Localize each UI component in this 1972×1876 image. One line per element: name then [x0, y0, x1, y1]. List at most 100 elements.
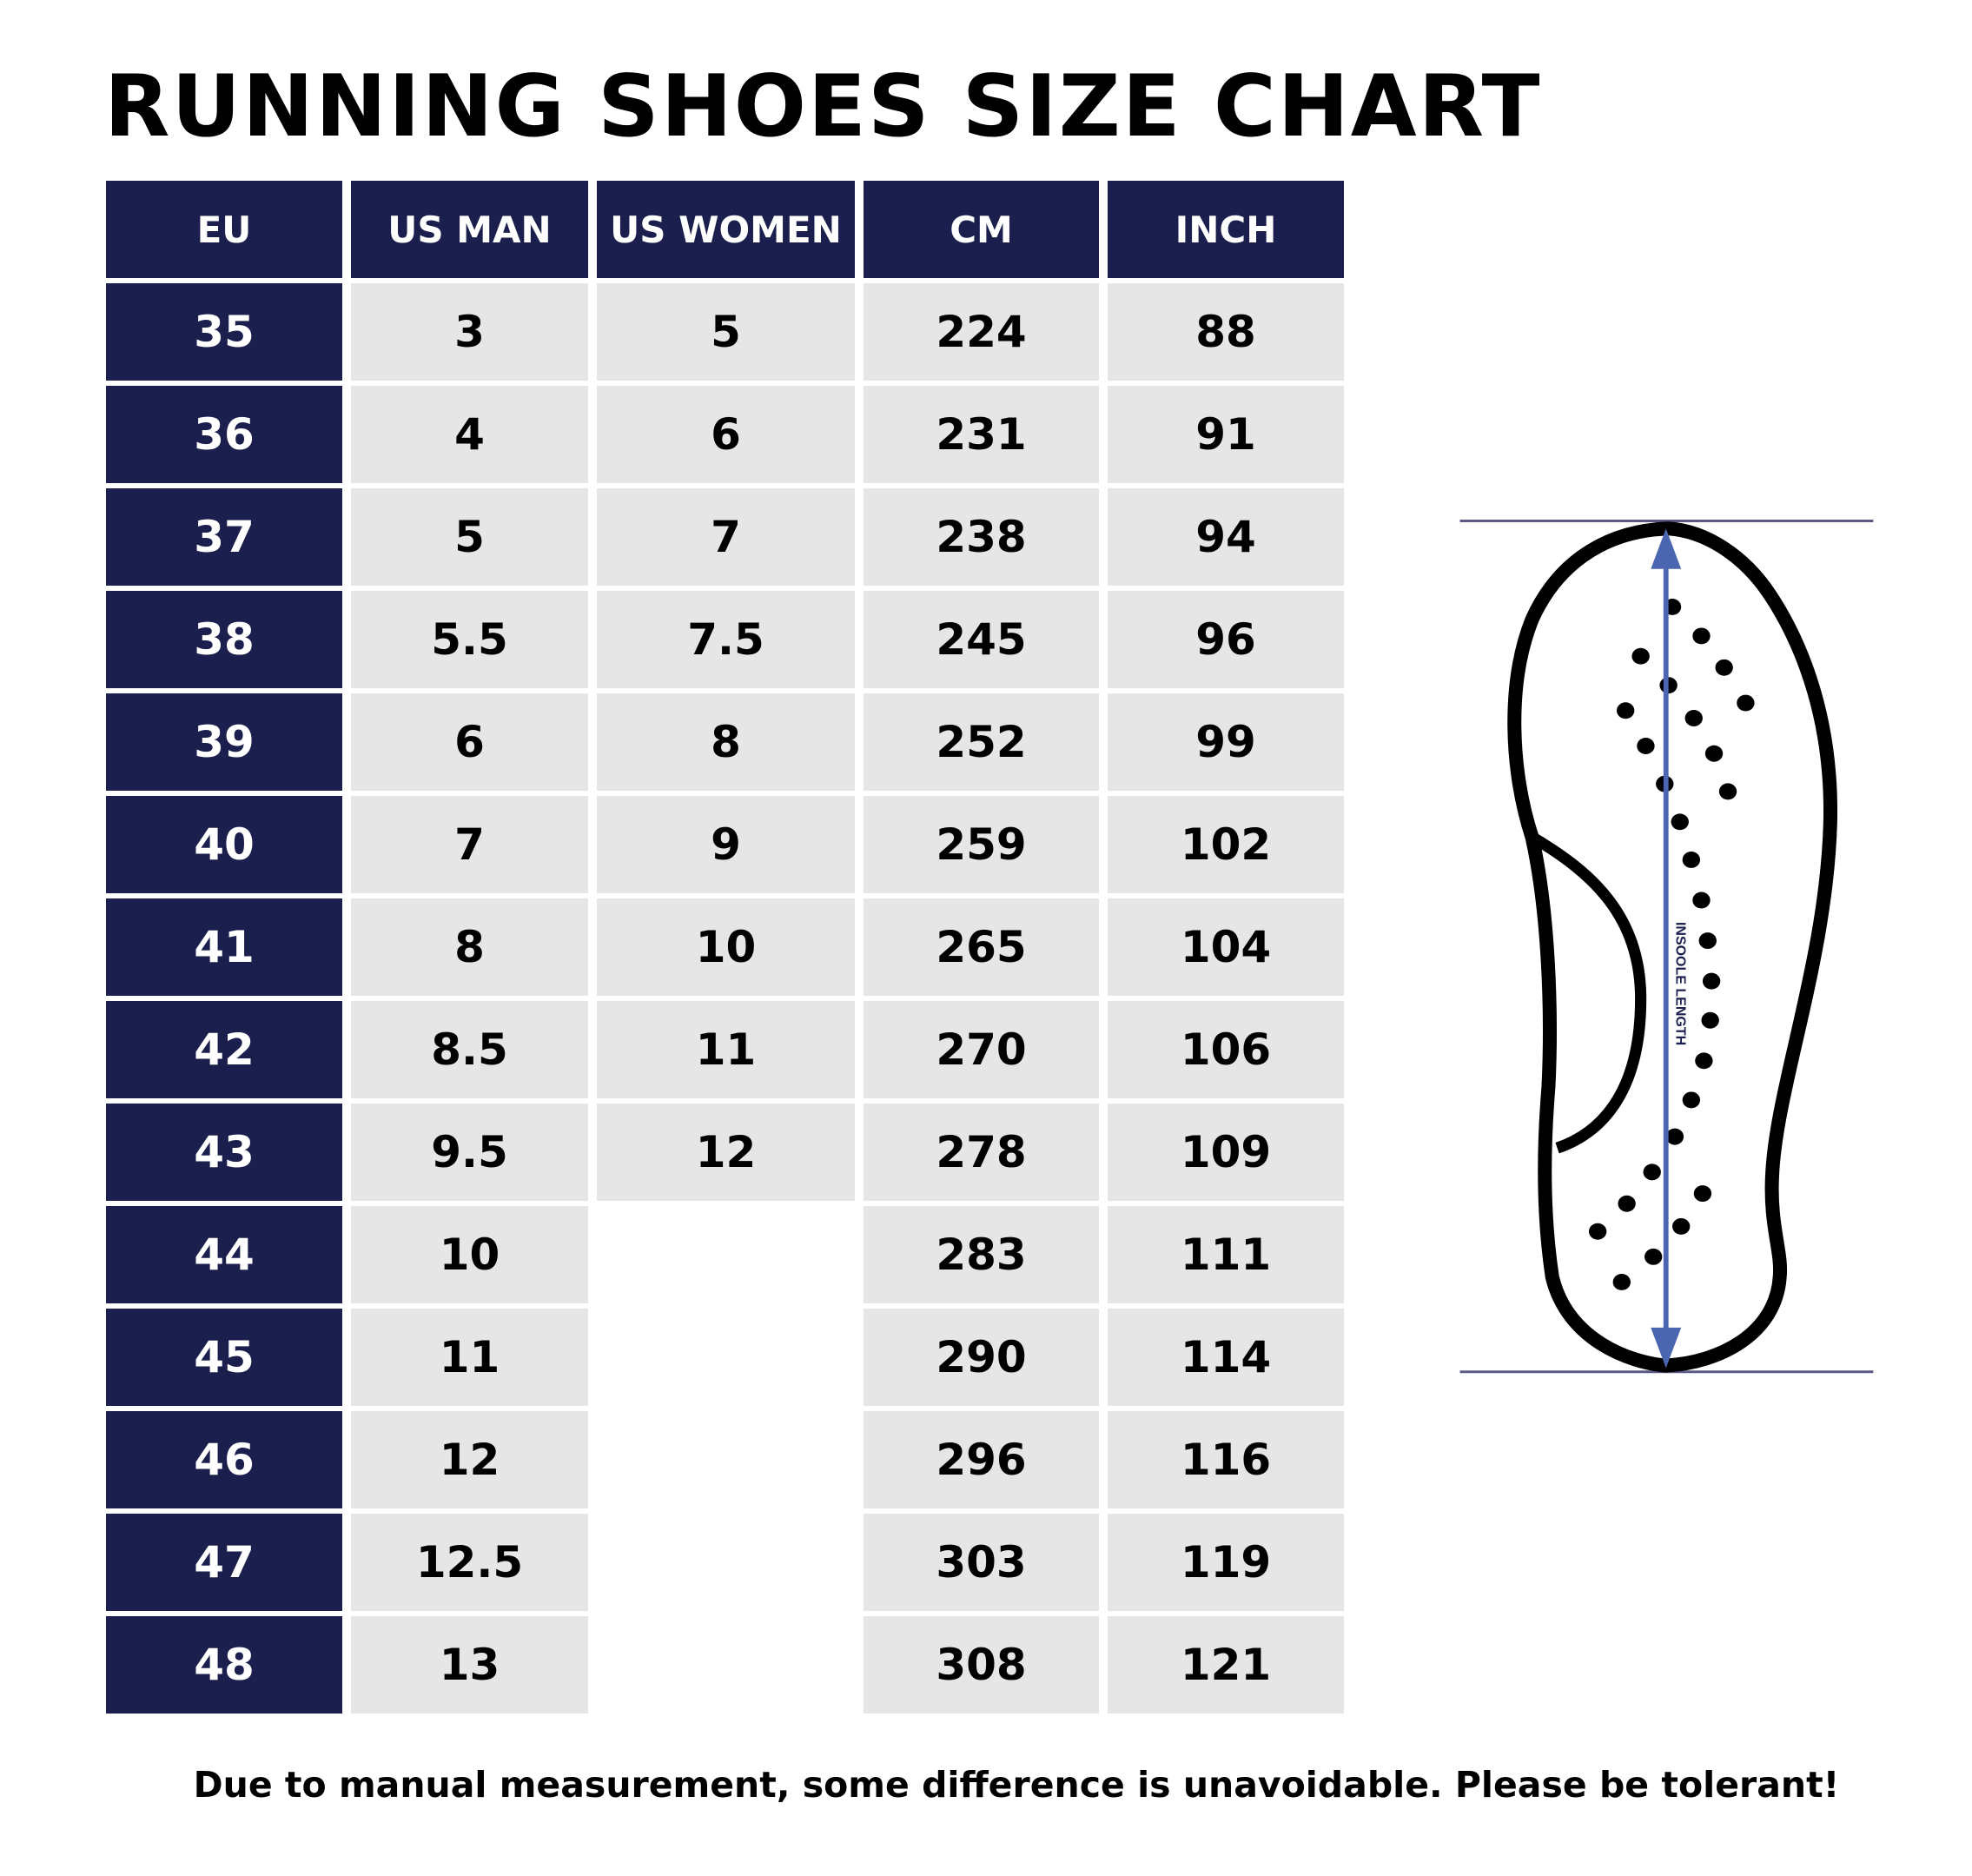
footer-note: Due to manual measurement, some differen…: [193, 1764, 1840, 1806]
cell-us-women: [597, 1206, 855, 1303]
perforation-dot: [1616, 702, 1635, 719]
cell-us-man: 3: [351, 283, 588, 381]
header-us-man: US MAN: [351, 181, 588, 278]
cell-us-women: 10: [597, 898, 855, 996]
cell-eu: 46: [106, 1411, 342, 1508]
perforation-dot: [1612, 1273, 1631, 1290]
perforation-dot: [1671, 813, 1689, 831]
arrow-head-top-icon: [1651, 528, 1682, 569]
cell-eu: 42: [106, 1001, 342, 1098]
cell-inch: 121: [1108, 1616, 1344, 1714]
arch-outline: [1529, 832, 1647, 1154]
cell-cm: 290: [864, 1309, 1099, 1406]
cell-eu: 41: [106, 898, 342, 996]
cell-cm: 252: [864, 693, 1099, 791]
cell-inch: 91: [1108, 386, 1344, 483]
cell-us-women: 6: [597, 386, 855, 483]
cell-inch: 102: [1108, 796, 1344, 893]
cell-inch: 106: [1108, 1001, 1344, 1098]
cell-eu: 38: [106, 591, 342, 688]
cell-us-women: [597, 1411, 855, 1508]
cell-cm: 270: [864, 1001, 1099, 1098]
perforation-dot: [1715, 659, 1733, 676]
perforation-dot: [1692, 627, 1711, 645]
perforation-dots: [1588, 598, 1755, 1290]
perforation-dot: [1672, 1217, 1691, 1235]
cell-us-women: 5: [597, 283, 855, 381]
perforation-dot: [1693, 1185, 1712, 1203]
cell-cm: 283: [864, 1206, 1099, 1303]
cell-us-man: 12.5: [351, 1514, 588, 1611]
cell-eu: 47: [106, 1514, 342, 1611]
header-eu: EU: [106, 181, 342, 278]
cell-inch: 114: [1108, 1309, 1344, 1406]
cell-cm: 224: [864, 283, 1099, 381]
cell-cm: 231: [864, 386, 1099, 483]
perforation-dot: [1665, 1128, 1684, 1145]
cell-us-women: [597, 1616, 855, 1714]
cell-eu: 35: [106, 283, 342, 381]
perforation-dot: [1588, 1223, 1607, 1240]
cell-inch: 99: [1108, 693, 1344, 791]
cell-us-man: 13: [351, 1616, 588, 1714]
arrow-head-bottom-icon: [1651, 1327, 1682, 1369]
cell-inch: 104: [1108, 898, 1344, 996]
cell-us-man: 9.5: [351, 1104, 588, 1201]
cell-inch: 96: [1108, 591, 1344, 688]
perforation-dot: [1618, 1195, 1636, 1212]
cell-us-man: 12: [351, 1411, 588, 1508]
cell-cm: 259: [864, 796, 1099, 893]
perforation-dot: [1698, 932, 1717, 950]
cell-cm: 303: [864, 1514, 1099, 1611]
cell-cm: 278: [864, 1104, 1099, 1201]
cell-us-women: [597, 1309, 855, 1406]
cell-eu: 39: [106, 693, 342, 791]
cell-eu: 37: [106, 488, 342, 586]
perforation-dot: [1631, 647, 1650, 665]
cell-eu: 45: [106, 1309, 342, 1406]
cell-cm: 296: [864, 1411, 1099, 1508]
perforation-dot: [1692, 892, 1711, 909]
cell-us-women: 12: [597, 1104, 855, 1201]
cell-us-man: 7: [351, 796, 588, 893]
cell-cm: 245: [864, 591, 1099, 688]
header-cm: CM: [864, 181, 1099, 278]
cell-us-women: 7: [597, 488, 855, 586]
cell-cm: 308: [864, 1616, 1099, 1714]
perforation-dot: [1682, 1091, 1701, 1109]
cell-eu: 44: [106, 1206, 342, 1303]
perforation-dot: [1718, 783, 1737, 800]
cell-us-man: 5.5: [351, 591, 588, 688]
cell-us-man: 10: [351, 1206, 588, 1303]
perforation-dot: [1695, 1052, 1713, 1070]
cell-inch: 111: [1108, 1206, 1344, 1303]
insole-length-label: INSOOLE LENGTH: [1672, 922, 1687, 1045]
page-title: RUNNING SHOES SIZE CHART: [104, 57, 1542, 156]
cell-us-women: [597, 1514, 855, 1611]
cell-eu: 36: [106, 386, 342, 483]
cell-us-women: 11: [597, 1001, 855, 1098]
cell-us-man: 4: [351, 386, 588, 483]
cell-inch: 119: [1108, 1514, 1344, 1611]
perforation-dot: [1643, 1163, 1661, 1181]
perforation-dot: [1704, 745, 1724, 762]
insole-diagram: INSOOLE LENGTH: [1459, 520, 1874, 1374]
cell-us-man: 8.5: [351, 1001, 588, 1098]
cell-us-man: 5: [351, 488, 588, 586]
cell-us-women: 7.5: [597, 591, 855, 688]
perforation-dot: [1684, 710, 1703, 726]
cell-eu: 43: [106, 1104, 342, 1201]
cell-inch: 109: [1108, 1104, 1344, 1201]
perforation-dot: [1644, 1248, 1663, 1265]
perforation-dot: [1637, 738, 1655, 754]
cell-eu: 48: [106, 1616, 342, 1714]
perforation-dot: [1701, 1011, 1719, 1029]
cell-cm: 265: [864, 898, 1099, 996]
perforation-dot: [1737, 694, 1755, 712]
cell-us-man: 6: [351, 693, 588, 791]
cell-eu: 40: [106, 796, 342, 893]
header-inch: INCH: [1108, 181, 1344, 278]
cell-us-man: 11: [351, 1309, 588, 1406]
header-us-women: US WOMEN: [597, 181, 855, 278]
cell-cm: 238: [864, 488, 1099, 586]
